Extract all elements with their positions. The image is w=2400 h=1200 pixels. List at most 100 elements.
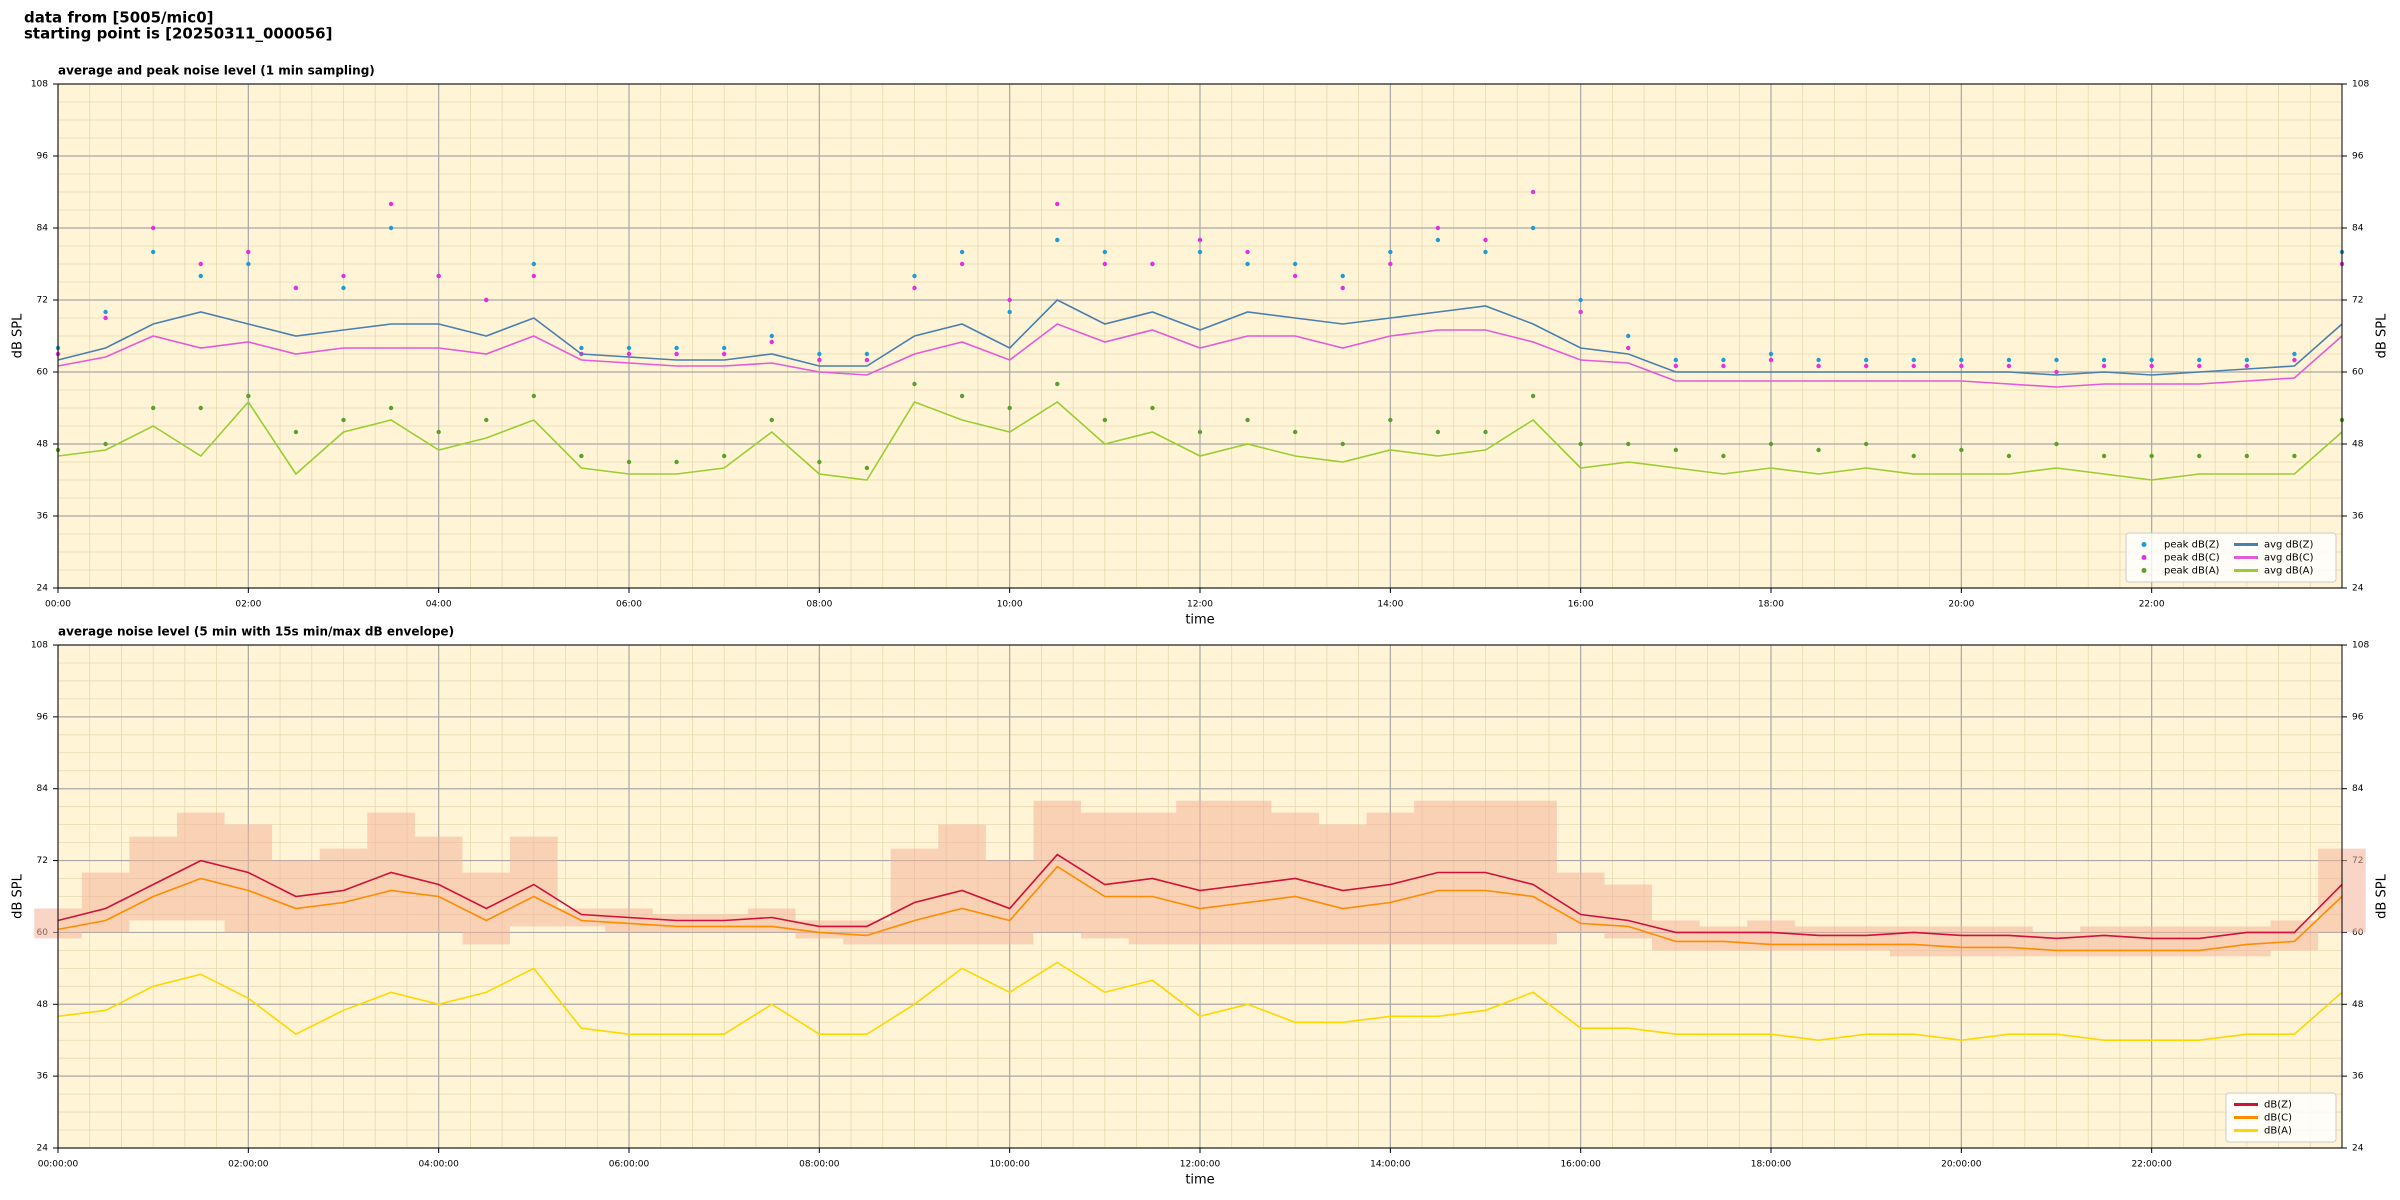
peak-dot bbox=[388, 225, 394, 231]
peak-dot bbox=[1435, 429, 1441, 435]
peak-dot bbox=[1911, 453, 1916, 459]
x-tick-label: 00:00:00 bbox=[38, 1160, 79, 1170]
envelope-band bbox=[843, 920, 891, 945]
series-line bbox=[57, 323, 2343, 388]
x-tick-label: 02:00:00 bbox=[228, 1160, 269, 1170]
x-tick-label: 08:00 bbox=[806, 600, 832, 610]
envelope-band bbox=[1366, 812, 1415, 945]
peak-dot bbox=[1388, 417, 1393, 423]
y-axis-label-right: dB SPL bbox=[2375, 313, 2390, 358]
y-tick-label-right: 96 bbox=[2352, 152, 2364, 162]
peak-dot bbox=[1768, 351, 1774, 357]
peak-dot bbox=[150, 405, 156, 411]
x-tick-label: 18:00 bbox=[1758, 600, 1784, 610]
envelope-band bbox=[652, 914, 701, 933]
series-line bbox=[57, 961, 2343, 1042]
series-line bbox=[57, 299, 2343, 376]
peak-dot bbox=[1435, 237, 1441, 243]
peak-dot bbox=[1816, 357, 1821, 363]
peak-dot bbox=[864, 465, 870, 471]
x-tick-label: 08:00:00 bbox=[799, 1160, 840, 1170]
envelope-band bbox=[938, 824, 986, 945]
peak-dot bbox=[1578, 297, 1583, 303]
peak-dot bbox=[626, 459, 632, 465]
envelope-band bbox=[1842, 926, 1890, 951]
y-tick-label-right: 72 bbox=[2352, 296, 2363, 306]
peak-dot bbox=[1245, 249, 1250, 255]
y-tick-label: 60 bbox=[37, 368, 49, 378]
legend-label: peak dB(A) bbox=[2164, 566, 2220, 577]
legend-label: peak dB(C) bbox=[2164, 553, 2220, 564]
peak-dot bbox=[198, 405, 203, 411]
peak-dot bbox=[1626, 441, 1631, 447]
x-tick-label: 18:00:00 bbox=[1751, 1160, 1792, 1170]
peak-dot bbox=[1768, 357, 1774, 363]
peak-dot bbox=[912, 285, 917, 291]
peak-dot bbox=[959, 261, 965, 267]
peak-dot bbox=[150, 249, 156, 255]
x-axis-label: time bbox=[1185, 1173, 1214, 1188]
x-tick-label: 22:00 bbox=[2139, 600, 2165, 610]
legend-label: avg dB(A) bbox=[2264, 566, 2314, 577]
y-tick-label: 36 bbox=[37, 1072, 49, 1082]
legend-marker bbox=[2141, 542, 2147, 547]
peak-dot bbox=[626, 345, 632, 351]
envelope-band bbox=[2032, 932, 2081, 957]
x-tick-label: 00:00 bbox=[45, 600, 71, 610]
peak-dot bbox=[2244, 357, 2250, 363]
peak-dot bbox=[388, 201, 394, 207]
envelope-band bbox=[1937, 926, 1986, 957]
y-tick-label-right: 36 bbox=[2352, 512, 2364, 522]
peak-dot bbox=[2292, 453, 2297, 459]
x-tick-label: 22:00:00 bbox=[2131, 1160, 2172, 1170]
peak-dot bbox=[2197, 363, 2202, 369]
peak-dot bbox=[2197, 357, 2202, 363]
x-tick-label: 12:00 bbox=[1187, 600, 1213, 610]
peak-dot bbox=[1245, 261, 1250, 267]
peak-dot bbox=[1483, 249, 1488, 255]
peak-dot bbox=[2054, 369, 2059, 375]
peak-dot bbox=[912, 381, 917, 387]
peak-dot bbox=[484, 297, 489, 303]
y-tick-label: 72 bbox=[37, 856, 48, 866]
series-line bbox=[57, 853, 2343, 940]
peak-dot bbox=[1340, 285, 1345, 291]
envelope-band bbox=[129, 836, 177, 921]
x-tick-label: 10:00 bbox=[997, 600, 1023, 610]
y-tick-label-right: 48 bbox=[2352, 440, 2364, 450]
y-tick-label: 84 bbox=[37, 784, 49, 794]
chart-title: average noise level (5 min with 15s min/… bbox=[58, 625, 454, 639]
y-tick-label-right: 60 bbox=[2352, 368, 2364, 378]
peak-dot bbox=[1150, 261, 1155, 267]
legend-marker bbox=[2141, 555, 2147, 560]
peak-dot bbox=[1197, 237, 1203, 243]
peak-dot bbox=[1007, 297, 1012, 303]
peak-dot bbox=[1102, 249, 1108, 255]
envelope-band bbox=[1652, 920, 1700, 951]
peak-dot bbox=[2292, 357, 2297, 363]
y-tick-label: 36 bbox=[37, 512, 49, 522]
peak-dot bbox=[2101, 453, 2107, 459]
envelope-band bbox=[1985, 926, 2033, 957]
x-tick-label: 16:00:00 bbox=[1560, 1160, 1601, 1170]
peak-dot bbox=[1863, 357, 1869, 363]
y-tick-label-right: 108 bbox=[2352, 80, 2369, 90]
y-tick-label-right: 36 bbox=[2352, 1072, 2364, 1082]
peak-dot bbox=[246, 249, 251, 255]
envelope-band bbox=[1081, 812, 1129, 939]
peak-dot bbox=[674, 351, 679, 357]
y-tick-label-right: 84 bbox=[2352, 224, 2364, 234]
peak-dot bbox=[769, 417, 774, 423]
y-axis-label-right: dB SPL bbox=[2375, 873, 2390, 918]
peak-dot bbox=[2101, 363, 2107, 369]
peak-dot bbox=[150, 225, 156, 231]
peak-dot bbox=[2292, 351, 2297, 357]
peak-dot bbox=[2006, 363, 2012, 369]
peak-dot bbox=[1530, 393, 1536, 399]
peak-dot bbox=[484, 417, 489, 423]
x-tick-label: 14:00:00 bbox=[1370, 1160, 1411, 1170]
envelope-band bbox=[1223, 800, 1272, 945]
peak-dot bbox=[388, 405, 394, 411]
peak-dot bbox=[293, 285, 299, 291]
envelope-band bbox=[176, 812, 225, 921]
